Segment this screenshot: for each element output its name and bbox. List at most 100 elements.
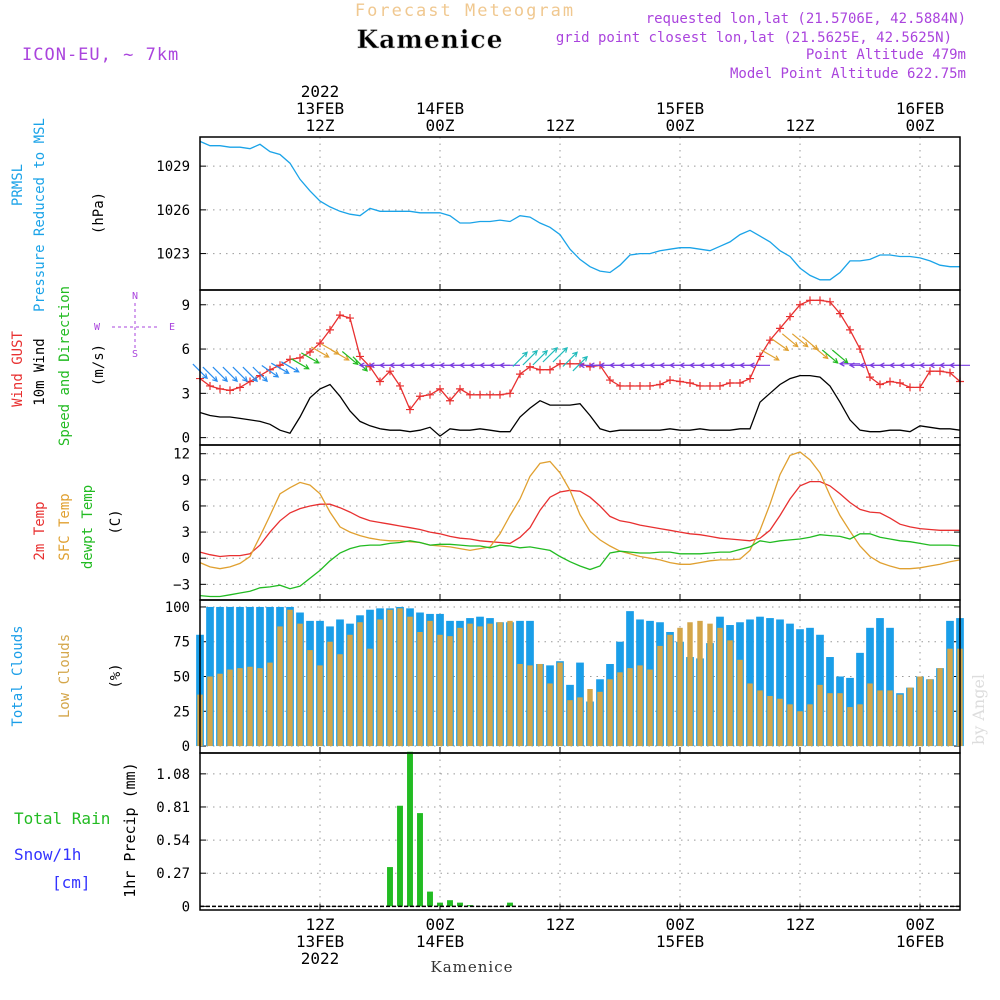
footer-location: Kamenice: [431, 958, 514, 976]
wind-direction-arrow: [811, 345, 829, 360]
bar-low-clouds: [767, 695, 773, 747]
gust-marker: [516, 370, 524, 379]
series-2m-temp: [199, 480, 960, 558]
gust-marker: [536, 365, 544, 374]
gust-marker: [336, 311, 344, 320]
ylabel-precip: 1hr Precip (mm): [121, 762, 139, 897]
ytick-label: 0: [182, 431, 190, 447]
bar-total-rain: [417, 813, 423, 907]
wind-direction-arrow: [261, 365, 280, 378]
bar-low-clouds: [227, 669, 233, 747]
bar-total-rain: [447, 900, 453, 907]
bar-total-rain: [437, 902, 443, 907]
gust-marker: [636, 381, 644, 390]
bottom-time-label: 16FEB: [896, 932, 944, 951]
gust-marker: [426, 390, 434, 399]
bar-total-rain: [457, 902, 463, 907]
bar-low-clouds: [757, 690, 763, 747]
gust-marker: [936, 367, 944, 376]
compass-n: N: [132, 291, 138, 302]
bottom-time-label: 00Z: [426, 915, 455, 934]
bar-low-clouds: [257, 668, 263, 747]
bar-low-clouds: [327, 641, 333, 747]
wind-direction-arrow: [311, 346, 330, 358]
gust-marker: [816, 296, 824, 305]
panel-2: −3 0 3 6 9 12: [173, 444, 961, 601]
bar-low-clouds: [637, 665, 643, 747]
ytick-label: 0.54: [156, 833, 190, 849]
gust-marker: [406, 405, 414, 414]
top-time-label: 00Z: [666, 116, 695, 135]
ylabel-prmsl: PRMSL: [10, 164, 26, 206]
gust-marker: [386, 367, 394, 376]
bar-low-clouds: [467, 623, 473, 747]
bar-total-rain: [427, 891, 433, 907]
bar-total-clouds: [766, 618, 774, 747]
bar-low-clouds: [577, 697, 583, 747]
ylabel-unit-hpa: (hPa): [91, 192, 107, 234]
bottom-time-label: 2022: [301, 949, 340, 968]
gust-marker: [736, 379, 744, 387]
bar-low-clouds: [647, 669, 653, 747]
series-10m-wind: [199, 374, 961, 437]
ylabel-unit-pct: (%): [108, 663, 124, 688]
bar-low-clouds: [847, 707, 853, 747]
gust-marker: [566, 359, 574, 368]
bar-total-rain: [407, 751, 413, 907]
ytick-label: 1023: [156, 247, 190, 263]
gust-marker: [226, 386, 234, 395]
bar-low-clouds: [487, 623, 493, 747]
gust-marker: [676, 377, 684, 386]
bar-low-clouds: [497, 622, 503, 747]
ytick-label: 75: [173, 635, 190, 651]
bottom-time-label: 12Z: [786, 915, 815, 934]
gust-marker: [486, 390, 494, 399]
gust-marker: [946, 368, 954, 377]
gust-marker: [626, 381, 634, 390]
gust-marker: [726, 379, 734, 387]
legend-snow: Snow/1h: [14, 845, 81, 864]
model-label: ICON-EU, ~ 7km: [22, 45, 179, 65]
watermark: by Angel: [969, 674, 988, 745]
series-prmsl: [199, 140, 960, 281]
ylabel-low-clouds: Low Clouds: [57, 634, 73, 718]
bar-low-clouds: [237, 668, 243, 747]
bar-total-clouds: [746, 619, 754, 747]
bar-low-clouds: [307, 650, 313, 747]
gridpoint-coords: grid point closest lon,lat (21.5625E, 42…: [556, 30, 952, 46]
bar-low-clouds: [717, 627, 723, 747]
gust-marker: [836, 309, 844, 318]
ytick-label: 50: [173, 670, 190, 686]
gust-marker: [606, 376, 614, 385]
ytick-label: 0: [182, 739, 190, 755]
bottom-time-label: 12Z: [546, 915, 575, 934]
ytick-label: 12: [173, 447, 190, 463]
ytick-label: 1029: [156, 159, 190, 175]
wind-direction-arrow: [242, 366, 258, 383]
gust-marker: [746, 374, 754, 383]
bar-total-clouds: [756, 616, 764, 747]
wind-direction-arrow: [761, 349, 780, 361]
gust-marker: [866, 373, 874, 382]
top-time-label: 15FEB: [656, 99, 704, 118]
ylabel-pressure: Pressure Reduced to MSL: [32, 118, 48, 312]
gust-marker: [906, 383, 914, 392]
ytick-label: 6: [182, 499, 190, 515]
requested-coords: requested lon,lat (21.5706E, 42.5884N): [646, 11, 966, 27]
gust-marker: [706, 381, 714, 390]
gust-marker: [796, 300, 804, 309]
bar-low-clouds: [587, 689, 593, 747]
bar-low-clouds: [347, 634, 353, 747]
bar-low-clouds: [527, 665, 533, 747]
bar-total-rain: [397, 805, 403, 907]
wind-direction-arrow: [498, 362, 520, 369]
bar-total-clouds: [786, 623, 794, 747]
bottom-time-label: 00Z: [906, 915, 935, 934]
ytick-label: 25: [173, 704, 190, 720]
bar-low-clouds: [217, 673, 223, 747]
bar-low-clouds: [887, 690, 893, 747]
bar-low-clouds: [807, 704, 813, 747]
bar-low-clouds: [817, 684, 823, 747]
top-time-label: 12Z: [306, 116, 335, 135]
